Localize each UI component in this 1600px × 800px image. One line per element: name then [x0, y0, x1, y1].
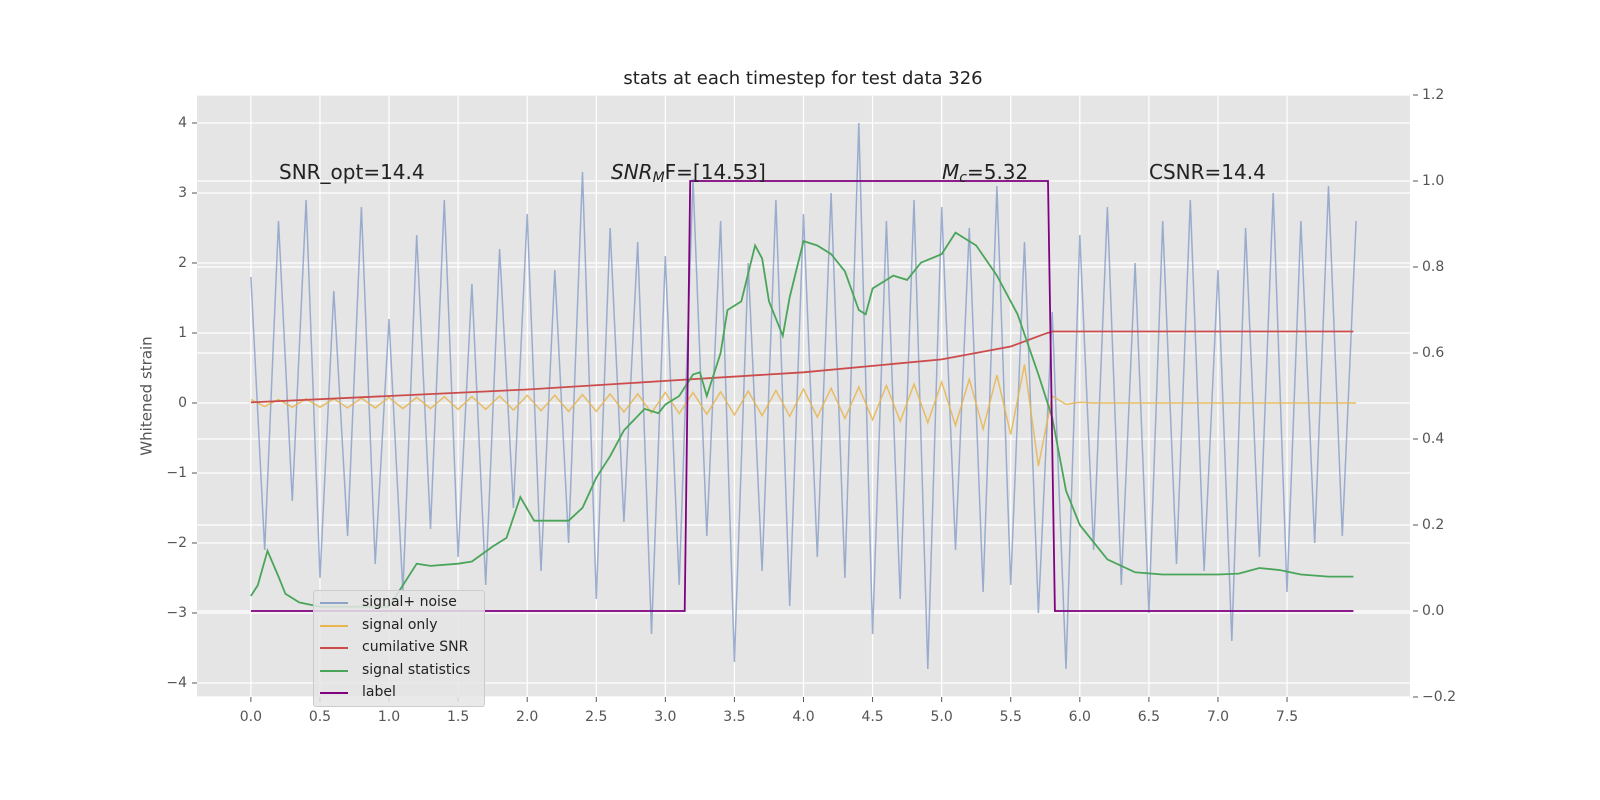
y2-tick-label: 0.0: [1422, 603, 1444, 619]
x-tick-label: 0.0: [240, 709, 262, 725]
y-tick-label: 2: [178, 255, 187, 271]
x-tick-label: 5.0: [931, 709, 953, 725]
legend-swatch: [320, 692, 348, 694]
annotation: Mc=5.32: [942, 160, 1028, 187]
series-line: [250, 330, 1354, 404]
x-tick-label: 2.0: [516, 709, 538, 725]
x-tick-label: 3.0: [654, 709, 676, 725]
legend-swatch: [320, 669, 348, 672]
x-tick-label: 3.5: [723, 709, 745, 725]
legend-label: cumilative SNR: [362, 639, 469, 655]
annotation-part: F=[14.53]: [665, 160, 766, 184]
annotation: SNRMF=[14.53]: [611, 160, 766, 187]
series-line: [250, 122, 1357, 670]
x-tick-label: 2.5: [585, 709, 607, 725]
legend-swatch: [320, 624, 348, 627]
x-tick-label: 4.5: [861, 709, 883, 725]
annotation-part: =5.32: [967, 160, 1028, 184]
annotation-part: M: [653, 170, 665, 186]
x-tick-label: 1.0: [378, 709, 400, 725]
annotation: SNR_opt=14.4: [279, 160, 425, 184]
annotation-part: SNR_opt=14.4: [279, 160, 425, 184]
annotation-part: c: [959, 170, 967, 186]
legend-label: signal only: [362, 616, 438, 633]
y-axis-label: Whitened strain: [138, 336, 156, 455]
annotation-part: CSNR=14.4: [1149, 160, 1266, 184]
y2-tick-label: −0.2: [1422, 689, 1456, 705]
y2-tick-label: 0.8: [1422, 259, 1444, 275]
legend-swatch: [320, 647, 348, 649]
x-tick-label: 6.5: [1138, 709, 1160, 725]
y-tick-label: −1: [166, 465, 187, 481]
chart-title: stats at each timestep for test data 326: [623, 68, 982, 89]
y-tick-label: −4: [166, 675, 187, 691]
y2-tick-label: 1.0: [1422, 173, 1444, 189]
x-tick-label: 5.5: [1000, 709, 1022, 725]
legend-label: signal statistics: [362, 661, 471, 678]
marks: [250, 122, 1357, 670]
legend-label: signal+ noise: [362, 594, 457, 610]
series-line: [250, 364, 1357, 467]
legend-entry: cumilative SNR: [314, 636, 484, 659]
y-tick-label: 0: [178, 395, 187, 411]
y-tick-label: −2: [166, 535, 187, 551]
y2-tick-label: 0.2: [1422, 517, 1444, 533]
x-tick-label: 6.0: [1069, 709, 1091, 725]
legend-entry: label: [314, 681, 484, 704]
legend-entry: signal statistics: [314, 659, 484, 682]
y-tick-label: 4: [178, 115, 187, 131]
legend-entry: signal only: [314, 614, 484, 637]
legend: signal+ noise signal only cumilative SNR si…: [313, 590, 485, 707]
x-tick-label: 7.0: [1207, 709, 1229, 725]
grid: [197, 94, 1410, 698]
x-tick-label: 0.5: [309, 709, 331, 725]
annotation-part: M: [942, 160, 959, 184]
legend-label: label: [362, 684, 396, 700]
legend-entry: signal+ noise: [314, 591, 484, 614]
legend-swatch: [320, 602, 348, 604]
x-tick-label: 4.0: [792, 709, 814, 725]
x-tick-label: 7.5: [1276, 709, 1298, 725]
y-tick-label: 3: [178, 185, 187, 201]
y2-tick-label: 1.2: [1422, 87, 1444, 103]
y2-tick-label: 0.4: [1422, 431, 1444, 447]
x-tick-label: 1.5: [447, 709, 469, 725]
annotation-part: SNR: [611, 160, 653, 184]
y-tick-label: 1: [178, 325, 187, 341]
series-line: [250, 231, 1354, 608]
series-line: [250, 180, 1354, 612]
annotation: CSNR=14.4: [1149, 160, 1266, 184]
y2-tick-label: 0.6: [1422, 345, 1444, 361]
axes: 0.0 0.5 1.0 1.5 2.0 2.5 3.0 3.5 4.0 4.5 5.0 5.5 6.0 6…: [166, 87, 1456, 725]
y-tick-label: −3: [166, 605, 187, 621]
